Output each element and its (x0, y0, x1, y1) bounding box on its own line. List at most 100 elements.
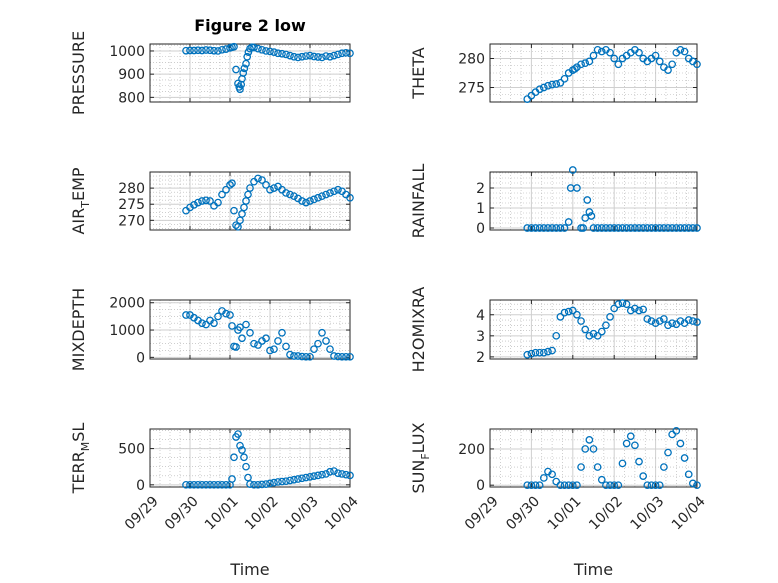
y-axis-label: SUNFLUX (409, 422, 432, 493)
data-point (548, 470, 556, 479)
data-point (282, 189, 290, 197)
data-point (672, 426, 681, 435)
data-point (631, 224, 639, 232)
data-point (230, 42, 238, 51)
data-point (602, 481, 610, 490)
data-point (278, 477, 286, 486)
data-point (606, 481, 614, 490)
data-point (250, 43, 258, 52)
data-point (523, 95, 532, 103)
data-point (214, 312, 222, 321)
x-axis-label: Time (229, 560, 269, 579)
data-point (556, 313, 565, 321)
subplot-6: 2 3 4 H2OMIXRA (409, 287, 701, 372)
data-point (234, 430, 242, 438)
data-point (556, 224, 565, 232)
data-point (306, 352, 314, 361)
data-point (626, 224, 635, 232)
data-point (246, 480, 254, 488)
data-point (664, 321, 672, 330)
data-point (635, 457, 643, 466)
data-point (318, 328, 326, 337)
subplot-7: 0 500 09/29 09/30 10/01 10/02 10/03 10/04 Time TE… (69, 423, 362, 579)
axes-box (149, 43, 351, 103)
data-point (573, 184, 581, 192)
data-point (693, 224, 701, 232)
data-point (294, 475, 302, 483)
data-point (664, 224, 672, 232)
data-point (597, 327, 606, 336)
subplot-2: 275 280 THETA (409, 43, 701, 103)
data-point (643, 481, 652, 490)
data-point (186, 46, 194, 55)
subplot-5: 0 1000 2000 MIXDEPTH (69, 288, 354, 371)
data-point (589, 445, 598, 453)
data-point (527, 349, 536, 358)
data-point (258, 176, 266, 184)
data-point (242, 197, 250, 205)
data-point (597, 224, 606, 232)
data-point (342, 470, 350, 479)
data-point (523, 481, 532, 490)
data-point (593, 463, 602, 471)
data-point (210, 480, 218, 489)
data-point (564, 218, 573, 226)
data-point (278, 49, 286, 58)
y-tick-label: 500 (118, 442, 145, 458)
data-point (270, 48, 278, 56)
data-point (651, 319, 660, 328)
data-point (587, 212, 596, 220)
data-point (232, 65, 240, 74)
data-point (310, 52, 318, 61)
data-point (230, 206, 238, 215)
data-point (202, 320, 210, 329)
data-point (544, 81, 552, 90)
subplot-8: 0 200 09/29 09/30 10/01 10/02 10/03 10/04 Time SU… (409, 422, 709, 579)
data-point (560, 224, 569, 232)
data-point (602, 321, 610, 330)
data-point (610, 224, 619, 232)
y-axis-label: MIXDEPTH (69, 288, 88, 371)
data-point (338, 470, 346, 478)
y-tick-label: 280 (118, 181, 145, 197)
data-point (589, 51, 598, 60)
data-point (322, 337, 330, 345)
data-point (573, 481, 581, 490)
data-point (262, 334, 270, 343)
data-point (676, 439, 685, 448)
chart-title: Figure 2 low (194, 16, 306, 35)
data-point (266, 47, 274, 56)
data-point (310, 472, 318, 480)
data-point (306, 51, 314, 60)
data-point (676, 224, 685, 232)
x-tick-label: 09/29 (122, 493, 162, 533)
data-point (676, 45, 685, 54)
data-point (190, 201, 198, 209)
data-point (318, 470, 326, 479)
data-point (254, 44, 262, 53)
data-point (202, 46, 210, 54)
data-point (606, 48, 614, 57)
data-point (322, 190, 330, 199)
data-point (194, 46, 202, 55)
data-point (278, 328, 286, 337)
data-point (240, 453, 248, 462)
data-point (326, 189, 334, 197)
data-point (680, 47, 689, 56)
data-point (222, 309, 230, 318)
data-point (535, 481, 544, 490)
data-point (236, 441, 244, 450)
data-point (282, 342, 290, 351)
data-point (531, 224, 540, 232)
data-point (294, 53, 302, 62)
data-point (606, 313, 614, 321)
data-point (571, 65, 579, 73)
data-point (680, 454, 689, 462)
data-point (622, 439, 631, 448)
data-point (254, 341, 262, 349)
data-point (602, 224, 610, 232)
data-point (684, 470, 693, 479)
data-point (531, 348, 540, 357)
data-point (314, 53, 322, 61)
x-axis-label: Time (573, 560, 613, 579)
